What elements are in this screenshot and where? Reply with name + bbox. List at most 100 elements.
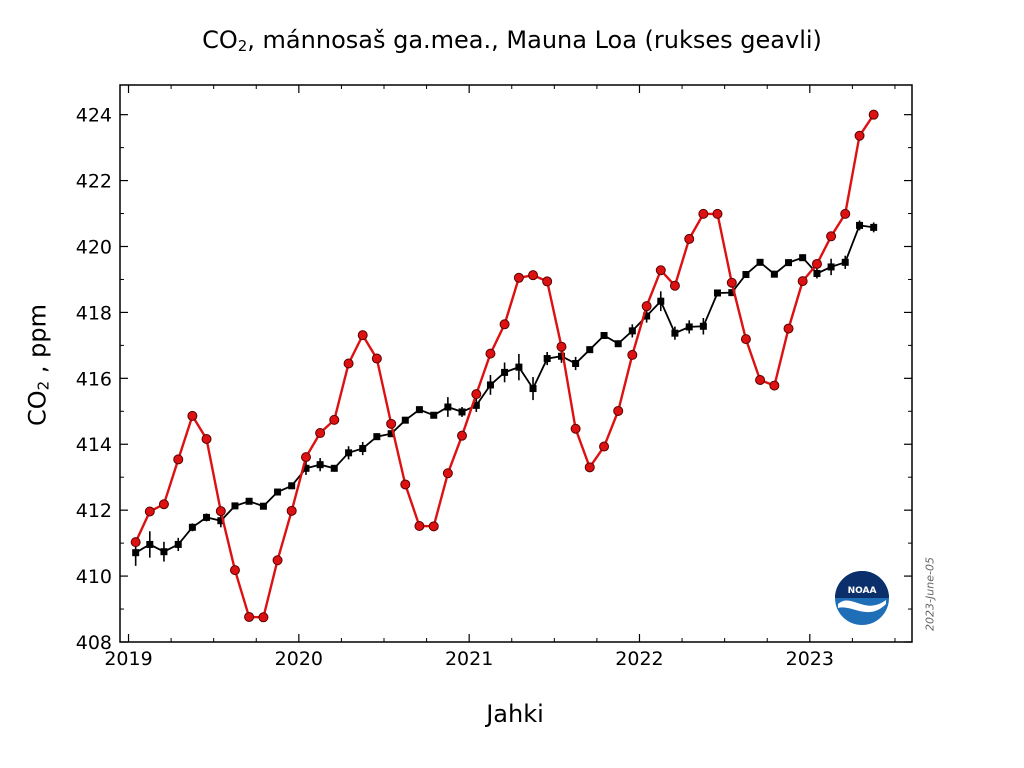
- data-point-square: [458, 408, 466, 416]
- data-point-circle: [797, 276, 808, 287]
- data-point-circle: [854, 130, 865, 141]
- data-point-square: [274, 488, 282, 496]
- data-point-square: [188, 523, 196, 531]
- data-point-circle: [840, 208, 851, 219]
- data-point-square: [870, 223, 878, 231]
- data-point-circle: [755, 374, 766, 385]
- data-point-square: [160, 548, 168, 556]
- data-point-square: [699, 322, 707, 330]
- data-point-square: [770, 270, 778, 278]
- data-point-circle: [201, 433, 212, 444]
- data-point-circle: [215, 506, 226, 517]
- x-tick-label: 2022: [615, 648, 663, 670]
- data-point-square: [472, 401, 480, 409]
- data-point-circle: [130, 537, 141, 548]
- noaa-logo: NOAA: [835, 571, 889, 625]
- data-point-circle: [712, 208, 723, 219]
- chart-title: CO2, mánnosaš ga.mea., Mauna Loa (rukses…: [202, 26, 822, 55]
- y-tick-label: 422: [76, 171, 112, 193]
- y-tick-label: 412: [76, 500, 112, 522]
- data-point-square: [231, 502, 239, 510]
- data-point-circle: [811, 258, 822, 269]
- plot-area: 408 410 412 414 416 418 420 422 424 2019 2020 2021 2…: [76, 84, 913, 670]
- data-point-square: [628, 327, 636, 335]
- data-point-circle: [471, 389, 482, 400]
- data-point-square: [359, 445, 367, 453]
- data-point-circle: [528, 270, 539, 281]
- data-point-circle: [613, 405, 624, 416]
- y-tick-label: 416: [76, 368, 112, 390]
- data-point-square: [557, 352, 565, 360]
- x-tick-label: 2023: [786, 648, 834, 670]
- data-point-square: [756, 258, 764, 266]
- data-point-circle: [783, 323, 794, 334]
- data-point-square: [799, 254, 807, 262]
- y-tick-label: 420: [76, 236, 112, 258]
- data-point-circle: [868, 109, 879, 120]
- y-tick-label: 408: [76, 632, 112, 654]
- data-point-circle: [726, 277, 737, 288]
- data-point-circle: [428, 521, 439, 532]
- data-point-circle: [669, 280, 680, 291]
- data-point-circle: [584, 462, 595, 473]
- data-point-circle: [570, 423, 581, 434]
- data-point-circle: [343, 358, 354, 369]
- data-point-circle: [286, 505, 297, 516]
- data-point-square: [430, 411, 438, 419]
- data-point-square: [259, 502, 267, 510]
- data-point-square: [515, 363, 523, 371]
- data-point-square: [785, 259, 793, 267]
- data-point-square: [316, 461, 324, 469]
- data-point-circle: [187, 410, 198, 421]
- data-point-square: [728, 289, 736, 297]
- data-point-square: [401, 416, 409, 424]
- data-point-square: [572, 360, 580, 367]
- data-point-square: [132, 549, 140, 557]
- data-point-square: [330, 464, 338, 472]
- data-point-circle: [698, 208, 709, 219]
- data-point-square: [288, 482, 296, 490]
- data-point-circle: [329, 414, 340, 425]
- data-point-circle: [499, 319, 510, 330]
- data-point-circle: [386, 418, 397, 429]
- data-point-square: [586, 346, 594, 354]
- data-point-circle: [485, 348, 496, 359]
- data-point-circle: [442, 468, 453, 479]
- data-point-circle: [457, 430, 468, 441]
- data-point-square: [245, 497, 253, 505]
- data-point-circle: [300, 452, 311, 463]
- data-point-circle: [655, 265, 666, 276]
- data-point-circle: [357, 330, 368, 341]
- data-point-circle: [229, 565, 240, 576]
- data-point-circle: [769, 380, 780, 391]
- data-point-square: [302, 464, 310, 472]
- data-point-square: [671, 329, 679, 337]
- plot-frame: [119, 84, 913, 643]
- data-point-square: [813, 270, 821, 278]
- data-point-circle: [627, 349, 638, 360]
- data-point-circle: [315, 428, 326, 439]
- data-point-circle: [641, 301, 652, 312]
- data-point-circle: [542, 276, 553, 287]
- data-point-circle: [258, 612, 269, 623]
- data-point-circle: [158, 499, 169, 510]
- data-point-circle: [400, 479, 411, 490]
- data-point-square: [146, 540, 154, 548]
- data-point-square: [415, 406, 423, 414]
- data-point-square: [600, 331, 608, 339]
- x-axis-label: Jahki: [486, 700, 544, 728]
- data-point-square: [841, 258, 849, 266]
- data-point-square: [685, 323, 693, 331]
- data-point-square: [174, 540, 182, 548]
- data-point-circle: [513, 272, 524, 283]
- data-point-square: [387, 430, 395, 438]
- x-tick-label: 2019: [104, 648, 152, 670]
- y-tick-label: 410: [76, 566, 112, 588]
- data-point-circle: [826, 231, 837, 242]
- data-point-circle: [173, 454, 184, 465]
- logo-text: NOAA: [848, 586, 877, 596]
- data-point-square: [486, 381, 494, 389]
- data-point-circle: [414, 520, 425, 531]
- data-point-square: [657, 297, 665, 305]
